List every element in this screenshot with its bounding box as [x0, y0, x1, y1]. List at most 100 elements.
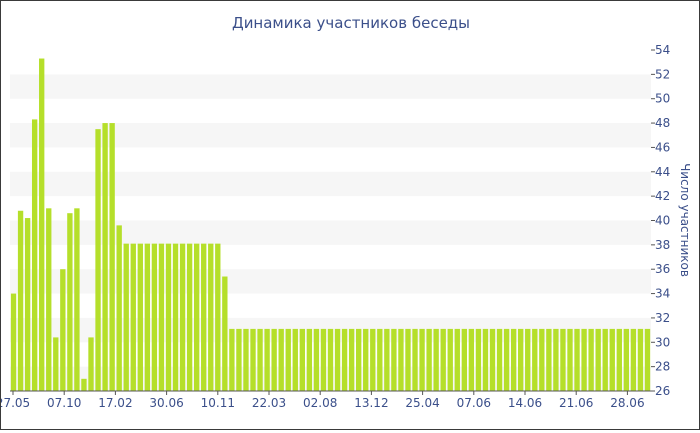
bar [426, 328, 432, 391]
bar [74, 208, 80, 391]
y-tick-label: 32 [655, 311, 670, 325]
bar [539, 328, 545, 391]
bar [503, 328, 510, 391]
bar [172, 243, 179, 391]
bar [623, 328, 630, 391]
bar [60, 269, 66, 391]
bar [257, 328, 263, 391]
bar [630, 328, 637, 391]
bar [320, 328, 327, 391]
bar [377, 328, 383, 391]
x-tick-label: 07.10 [47, 396, 81, 410]
bar [588, 328, 594, 391]
bar [341, 328, 348, 391]
y-tick-label: 28 [655, 360, 670, 374]
y-tick-label: 36 [655, 262, 670, 276]
grid-band [10, 123, 651, 148]
x-tick-label: 13.12 [354, 396, 388, 410]
bar [24, 218, 31, 391]
bar [419, 328, 425, 391]
bar [229, 328, 235, 391]
y-axis-label: Число участников [678, 163, 692, 277]
chart-title: Динамика участников беседы [232, 14, 470, 32]
bar [433, 328, 439, 391]
y-tick-label: 30 [655, 335, 670, 349]
bar [10, 293, 17, 391]
bar [461, 328, 468, 391]
bar [384, 328, 390, 391]
y-ticks: 26 28 30 32 34 36 38 40 42 44 46 48 50 52 54 [651, 43, 670, 398]
y-tick-label: 26 [655, 384, 670, 398]
bar [595, 328, 601, 391]
bar [327, 328, 334, 391]
bar [447, 328, 453, 391]
y-tick-label: 52 [655, 67, 670, 81]
bar [581, 328, 587, 391]
bar [109, 123, 115, 391]
bar [193, 243, 200, 391]
bar [17, 210, 24, 391]
bar [489, 328, 496, 391]
bar [644, 328, 651, 391]
y-tick-label: 42 [655, 189, 670, 203]
x-tick-label: 28.06 [610, 396, 644, 410]
bar [123, 243, 129, 391]
bar [398, 328, 404, 391]
bar [412, 328, 418, 391]
bar [130, 243, 136, 391]
bar [137, 243, 143, 391]
y-tick-label: 44 [655, 165, 670, 179]
bar [31, 119, 38, 392]
y-tick-label: 34 [655, 287, 670, 301]
bar [299, 328, 305, 391]
grid-band [10, 171, 651, 197]
bar [475, 328, 482, 391]
x-tick-label: 21.06 [559, 396, 593, 410]
bar [144, 243, 151, 391]
bar [151, 243, 158, 391]
x-tick-label: 22.03 [252, 396, 286, 410]
bar [179, 243, 186, 391]
bar [102, 123, 108, 391]
bar [391, 328, 397, 391]
bar [236, 328, 242, 391]
bar [609, 328, 615, 391]
bar [525, 328, 531, 391]
bar [278, 328, 284, 391]
bar [440, 328, 446, 391]
bar [602, 328, 608, 391]
x-tick-label: 25.04 [405, 396, 439, 410]
bar [567, 328, 573, 391]
bar [81, 378, 87, 391]
x-tick-label: 30.06 [149, 396, 183, 410]
x-tick-label: 17.02 [98, 396, 132, 410]
bar [201, 243, 207, 391]
bar [616, 328, 622, 391]
bar [496, 328, 503, 391]
y-tick-label: 46 [655, 140, 670, 154]
x-tick-label: 10.11 [201, 396, 235, 410]
bar [292, 328, 298, 391]
x-ticks: 27.05 07.10 17.02 30.06 10.11 22.03 02.08 13.12… [0, 391, 645, 410]
bar [222, 276, 228, 391]
bar [285, 328, 291, 391]
y-tick-label: 40 [655, 214, 670, 228]
bar [370, 328, 376, 391]
bar [546, 328, 552, 391]
y-tick-label: 48 [655, 116, 670, 130]
bar [363, 328, 369, 391]
bar [637, 328, 644, 391]
bar [116, 225, 122, 391]
grid-band [10, 74, 651, 99]
bar [95, 129, 101, 391]
bar [243, 328, 249, 391]
bar [271, 328, 277, 391]
bar [158, 243, 165, 391]
x-tick-label: 07.06 [457, 396, 491, 410]
y-tick-label: 38 [655, 238, 670, 252]
bar [454, 328, 460, 391]
bar [208, 243, 214, 391]
bar [313, 328, 320, 391]
bar [53, 337, 59, 391]
